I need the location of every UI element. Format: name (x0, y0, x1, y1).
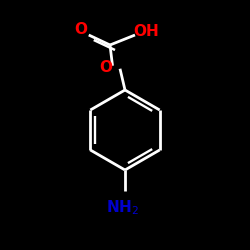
Text: O: O (75, 22, 88, 38)
Text: NH$_2$: NH$_2$ (106, 199, 139, 218)
Text: O: O (100, 60, 113, 75)
Text: OH: OH (134, 24, 159, 39)
